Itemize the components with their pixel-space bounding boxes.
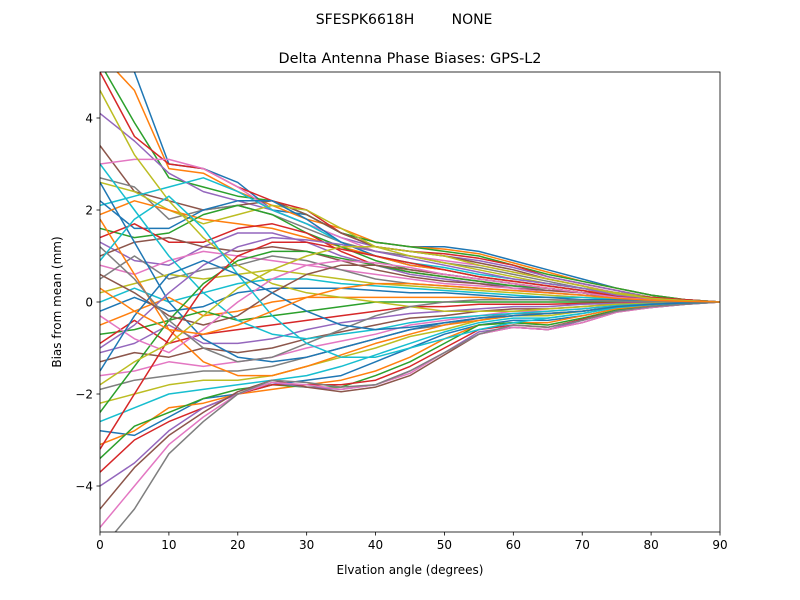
- x-tick-label: 90: [712, 538, 727, 552]
- x-tick-label: 0: [96, 538, 104, 552]
- x-tick-label: 10: [161, 538, 176, 552]
- y-axis-label: Bias from mean (mm): [50, 236, 64, 367]
- series-line-3: [104, 72, 720, 303]
- x-tick-label: 30: [299, 538, 314, 552]
- series-line-52: [100, 282, 720, 335]
- series-line-38: [114, 301, 720, 532]
- x-axis-label: Elvation angle (degrees): [337, 563, 484, 577]
- y-tick-label: −4: [75, 479, 93, 493]
- series-line-21: [100, 287, 720, 312]
- y-tick-label: 2: [85, 203, 93, 217]
- y-tick-label: 4: [85, 111, 93, 125]
- series-line-48: [100, 246, 720, 363]
- series-line-44: [100, 241, 720, 450]
- series-line-50: [100, 195, 720, 358]
- series-line-49: [100, 246, 720, 386]
- x-tick-label: 20: [230, 538, 245, 552]
- series-line-51: [100, 259, 720, 372]
- x-tick-label: 40: [368, 538, 383, 552]
- series-line-45: [100, 236, 720, 349]
- x-tick-label: 50: [437, 538, 452, 552]
- x-axis-ticks: 0 10 20 30 40 50 60 70 80 90: [96, 532, 728, 552]
- suptitle-model: SFESPK6618H: [316, 12, 414, 28]
- x-tick-label: 70: [575, 538, 590, 552]
- series-line-33: [100, 301, 720, 459]
- series-line-25: [100, 301, 720, 354]
- suptitle-radome: NONE: [452, 12, 493, 28]
- y-tick-label: −2: [75, 387, 93, 401]
- series-line-37: [100, 301, 720, 528]
- series-line-23: [100, 301, 720, 335]
- series-line-9: [100, 181, 720, 303]
- x-tick-label: 60: [506, 538, 521, 552]
- y-tick-label: 0: [85, 295, 93, 309]
- y-axis-ticks: −4 −2 0 2 4: [75, 111, 100, 493]
- series-line-47: [100, 259, 720, 354]
- series-line-43: [100, 250, 720, 413]
- series-layer: [100, 72, 720, 532]
- chart-title: Delta Antenna Phase Biases: GPS-L2: [279, 51, 542, 67]
- x-tick-label: 80: [643, 538, 658, 552]
- series-line-32: [100, 301, 720, 446]
- series-line-40: [100, 163, 720, 340]
